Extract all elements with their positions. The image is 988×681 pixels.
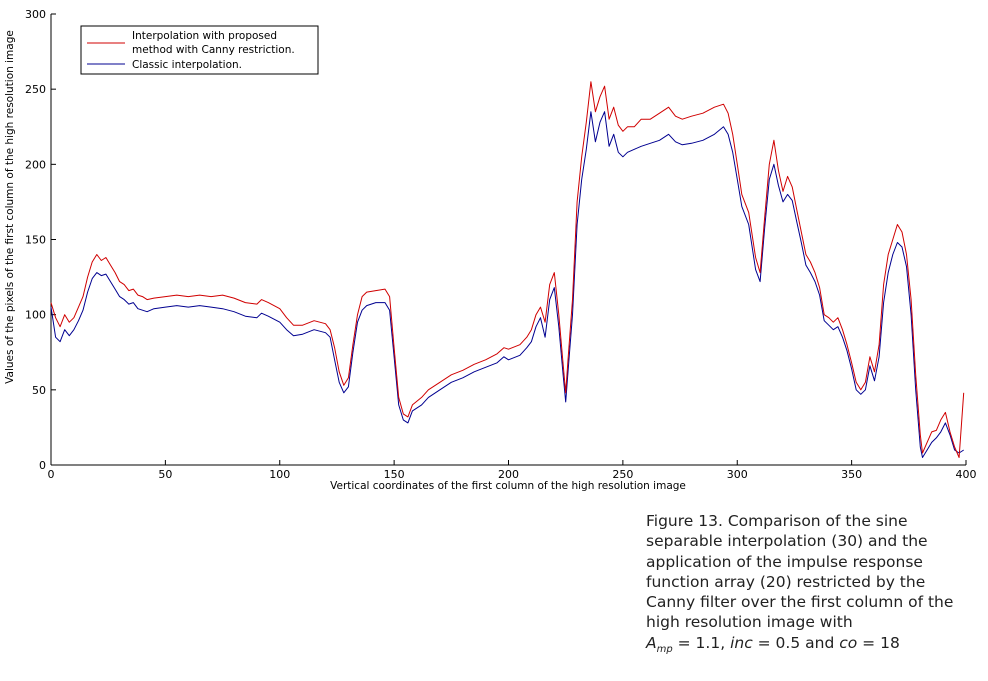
- caption-line: separable interpolation (30) and the: [646, 532, 928, 551]
- x-tick-label: 0: [48, 468, 55, 481]
- x-tick-label: 400: [956, 468, 977, 481]
- y-axis-label: Values of the pixels of the first column…: [4, 30, 16, 384]
- legend-label-proposed-line2: method with Canny restriction.: [132, 44, 295, 56]
- y-tick-label: 100: [25, 309, 46, 322]
- co-value: = 18: [857, 633, 900, 652]
- series-line-proposed: [50, 81, 965, 458]
- line-chart: 0 50 100 150 200 250 300 350 400 0 50 100 150 200 250…: [4, 8, 977, 492]
- x-tick-label: 350: [841, 468, 862, 481]
- x-tick-label: 250: [612, 468, 633, 481]
- y-tick-label: 150: [25, 234, 46, 247]
- amp-value: = 1.1,: [672, 633, 731, 652]
- x-ticks: 0 50 100 150 200 250 300 350 400: [48, 460, 977, 481]
- figure-caption: Figure 13. Comparison of the sine separa…: [646, 511, 981, 660]
- x-tick-label: 300: [727, 468, 748, 481]
- amp-symbol: A: [646, 633, 657, 652]
- x-axis-label: Vertical coordinates of the first column…: [330, 480, 686, 492]
- legend: Interpolation with proposed method with …: [80, 25, 319, 75]
- y-tick-label: 250: [25, 83, 46, 96]
- y-tick-label: 0: [39, 459, 46, 472]
- x-tick-label: 200: [498, 468, 519, 481]
- series-line-classic: [50, 111, 964, 458]
- caption-line: application of the impulse response: [646, 552, 923, 571]
- legend-box: [80, 25, 319, 75]
- amp-subscript: mp: [656, 643, 673, 655]
- x-tick-label: 150: [384, 468, 405, 481]
- y-tick-label: 300: [25, 8, 46, 21]
- y-ticks: 0 50 100 150 200 250 300: [25, 8, 56, 472]
- caption-parameters: Amp = 1.1, inc = 0.5 and co = 18: [646, 633, 981, 660]
- y-tick-label: 200: [25, 158, 46, 171]
- co-symbol: co: [839, 633, 858, 652]
- caption-line: Figure 13. Comparison of the sine: [646, 512, 908, 530]
- x-tick-label: 50: [158, 468, 172, 481]
- x-tick-label: 100: [269, 468, 290, 481]
- legend-label-classic: Classic interpolation.: [132, 59, 242, 71]
- caption-line: high resolution image with: [646, 613, 853, 632]
- series-layer: [50, 81, 965, 458]
- y-tick-label: 50: [32, 384, 46, 397]
- inc-value: = 0.5 and: [752, 633, 840, 652]
- caption-line: Canny filter over the first column of th…: [646, 593, 954, 612]
- inc-symbol: inc: [730, 633, 753, 652]
- caption-line: function array (20) restricted by the: [646, 572, 926, 591]
- legend-label-proposed-line1: Interpolation with proposed: [132, 30, 277, 42]
